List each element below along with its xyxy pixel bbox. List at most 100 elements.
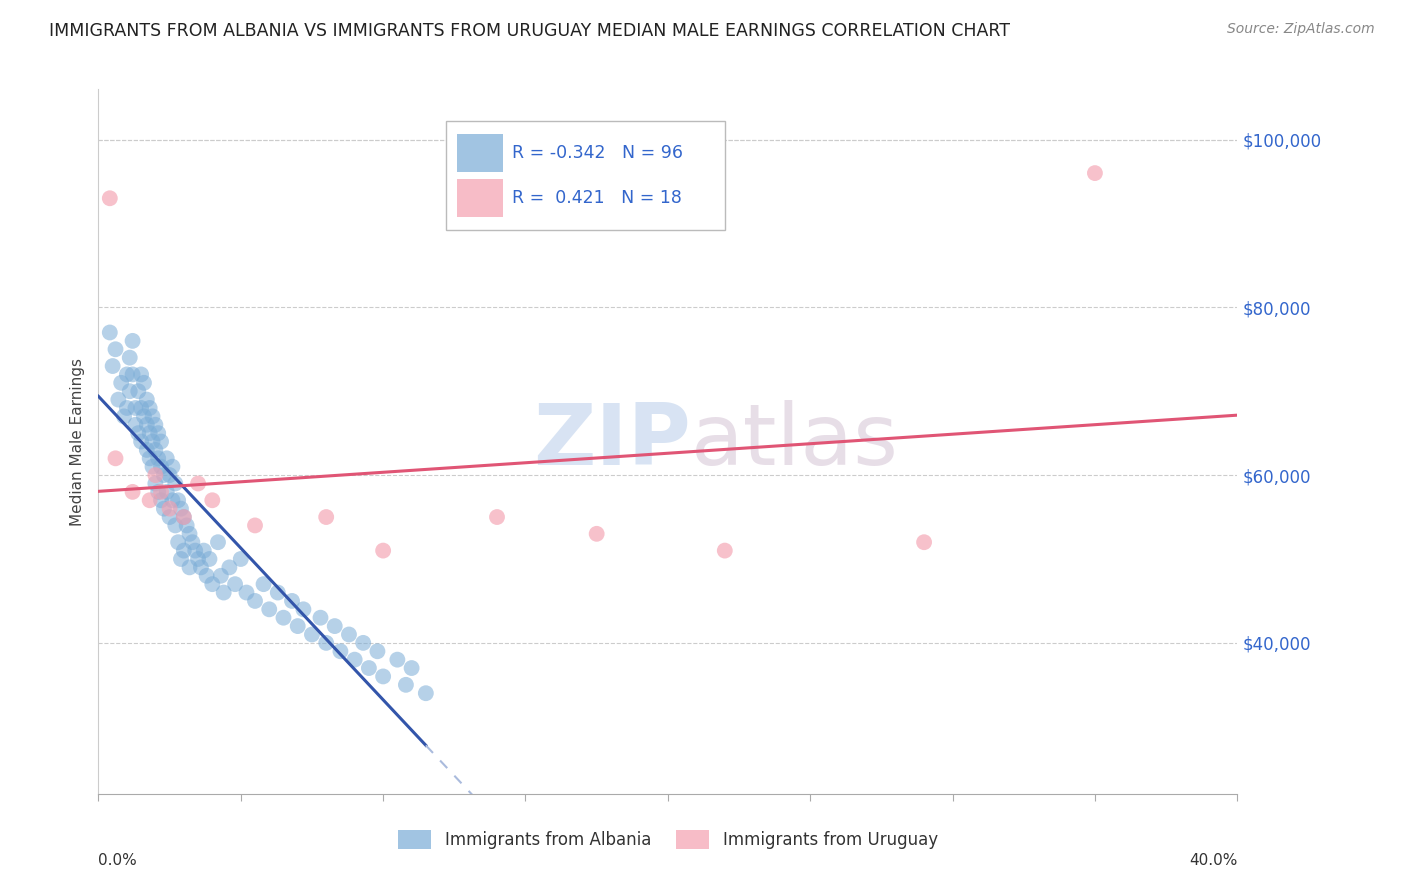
- Point: [98, 326, 121, 340]
- Point: [165, 476, 187, 491]
- Y-axis label: Median Male Earnings: Median Male Earnings: [70, 358, 86, 525]
- Point: [179, 526, 201, 541]
- Point: [343, 653, 366, 667]
- Point: [273, 610, 295, 624]
- Point: [1084, 166, 1107, 180]
- Point: [415, 686, 437, 700]
- Point: [127, 384, 149, 399]
- Point: [176, 518, 198, 533]
- Point: [165, 518, 187, 533]
- Point: [138, 493, 160, 508]
- Point: [145, 468, 167, 483]
- Text: IMMIGRANTS FROM ALBANIA VS IMMIGRANTS FROM URUGUAY MEDIAN MALE EARNINGS CORRELAT: IMMIGRANTS FROM ALBANIA VS IMMIGRANTS FR…: [49, 22, 1010, 40]
- Point: [145, 442, 167, 457]
- Point: [162, 493, 184, 508]
- Point: [132, 409, 155, 424]
- Point: [287, 619, 309, 633]
- FancyBboxPatch shape: [457, 134, 503, 172]
- Point: [315, 636, 337, 650]
- Point: [352, 636, 374, 650]
- Point: [195, 568, 218, 582]
- Point: [357, 661, 380, 675]
- Point: [714, 543, 737, 558]
- Point: [150, 434, 173, 449]
- Point: [315, 510, 337, 524]
- Point: [129, 368, 152, 382]
- Point: [173, 510, 195, 524]
- Point: [110, 376, 132, 390]
- Point: [141, 434, 163, 449]
- Point: [145, 417, 167, 432]
- Point: [167, 493, 190, 508]
- Point: [170, 552, 193, 566]
- Point: [179, 560, 201, 574]
- Point: [401, 661, 423, 675]
- Point: [212, 585, 235, 599]
- Point: [198, 552, 221, 566]
- Point: [329, 644, 352, 658]
- Point: [187, 476, 209, 491]
- Point: [267, 585, 290, 599]
- Point: [150, 459, 173, 474]
- Point: [301, 627, 323, 641]
- Text: 0.0%: 0.0%: [98, 853, 138, 868]
- Point: [115, 401, 138, 415]
- Point: [118, 351, 141, 365]
- Point: [173, 510, 195, 524]
- Point: [309, 610, 332, 624]
- Point: [235, 585, 257, 599]
- FancyBboxPatch shape: [457, 178, 503, 218]
- Point: [156, 451, 179, 466]
- Point: [98, 191, 121, 205]
- Point: [373, 669, 395, 683]
- Text: ZIP: ZIP: [533, 400, 690, 483]
- Point: [124, 401, 146, 415]
- Point: [170, 501, 193, 516]
- Point: [153, 501, 176, 516]
- FancyBboxPatch shape: [446, 121, 725, 230]
- Point: [373, 543, 395, 558]
- Point: [159, 510, 181, 524]
- Point: [156, 484, 179, 499]
- Point: [162, 459, 184, 474]
- Point: [129, 434, 152, 449]
- Text: 40.0%: 40.0%: [1189, 853, 1237, 868]
- Point: [150, 493, 173, 508]
- Point: [201, 493, 224, 508]
- Point: [323, 619, 346, 633]
- Point: [181, 535, 204, 549]
- Point: [127, 426, 149, 441]
- Point: [173, 543, 195, 558]
- Point: [135, 417, 157, 432]
- Point: [132, 376, 155, 390]
- Point: [190, 560, 212, 574]
- Point: [229, 552, 252, 566]
- Point: [259, 602, 281, 616]
- Point: [243, 518, 266, 533]
- Point: [138, 401, 160, 415]
- Text: atlas: atlas: [690, 400, 898, 483]
- Point: [148, 426, 170, 441]
- Point: [486, 510, 509, 524]
- Point: [129, 401, 152, 415]
- Point: [252, 577, 274, 591]
- Point: [148, 451, 170, 466]
- Point: [201, 577, 224, 591]
- Text: R =  0.421   N = 18: R = 0.421 N = 18: [512, 189, 682, 208]
- Text: R = -0.342   N = 96: R = -0.342 N = 96: [512, 145, 683, 162]
- Point: [135, 392, 157, 407]
- Legend: Immigrants from Albania, Immigrants from Uruguay: Immigrants from Albania, Immigrants from…: [391, 823, 945, 856]
- Point: [395, 678, 418, 692]
- Point: [118, 384, 141, 399]
- Point: [218, 560, 240, 574]
- Point: [281, 594, 304, 608]
- Point: [193, 543, 215, 558]
- Point: [224, 577, 246, 591]
- Point: [366, 644, 388, 658]
- Point: [121, 334, 143, 348]
- Point: [150, 484, 173, 499]
- Point: [585, 526, 607, 541]
- Point: [153, 468, 176, 483]
- Point: [121, 368, 143, 382]
- Point: [104, 451, 127, 466]
